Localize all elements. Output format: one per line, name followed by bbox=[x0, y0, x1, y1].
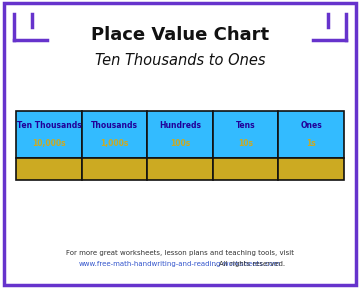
Text: . All rights reserved.: . All rights reserved. bbox=[75, 261, 285, 266]
Text: For more great worksheets, lesson plans and teaching tools, visit: For more great worksheets, lesson plans … bbox=[66, 251, 294, 256]
Text: Tens: Tens bbox=[236, 121, 255, 130]
Text: 1,000s: 1,000s bbox=[100, 139, 129, 147]
Text: Ten Thousands to Ones: Ten Thousands to Ones bbox=[95, 53, 265, 68]
Text: www.free-math-handwriting-and-reading-worksheets.com: www.free-math-handwriting-and-reading-wo… bbox=[79, 261, 281, 266]
Text: Hundreds: Hundreds bbox=[159, 121, 201, 130]
Text: 1s: 1s bbox=[306, 139, 316, 147]
Text: Place Value Chart: Place Value Chart bbox=[91, 26, 269, 43]
Text: 10s: 10s bbox=[238, 139, 253, 147]
Text: Thousands: Thousands bbox=[91, 121, 138, 130]
Text: Ones: Ones bbox=[300, 121, 322, 130]
Text: 10,000s: 10,000s bbox=[32, 139, 66, 147]
Text: 100s: 100s bbox=[170, 139, 190, 147]
Text: Ten Thousands: Ten Thousands bbox=[17, 121, 81, 130]
